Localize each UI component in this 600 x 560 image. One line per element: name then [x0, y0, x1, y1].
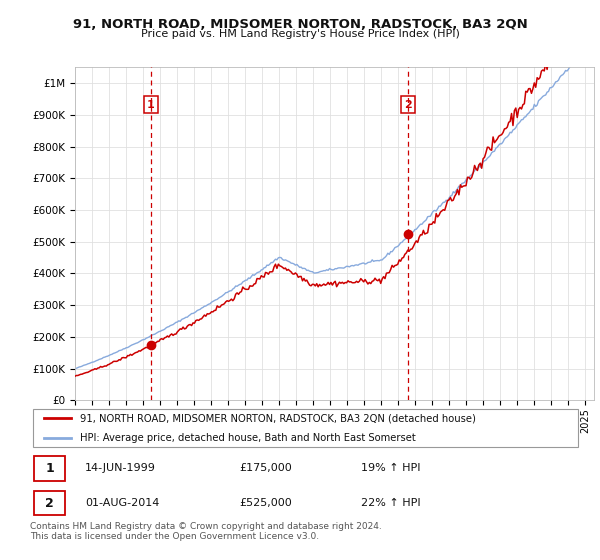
- Text: 1: 1: [45, 462, 54, 475]
- Text: HPI: Average price, detached house, Bath and North East Somerset: HPI: Average price, detached house, Bath…: [80, 433, 415, 443]
- Text: 2: 2: [45, 497, 54, 510]
- Text: Contains HM Land Registry data © Crown copyright and database right 2024.
This d: Contains HM Land Registry data © Crown c…: [30, 522, 382, 542]
- Text: Price paid vs. HM Land Registry's House Price Index (HPI): Price paid vs. HM Land Registry's House …: [140, 29, 460, 39]
- Text: £525,000: £525,000: [240, 498, 293, 508]
- Text: 91, NORTH ROAD, MIDSOMER NORTON, RADSTOCK, BA3 2QN: 91, NORTH ROAD, MIDSOMER NORTON, RADSTOC…: [73, 18, 527, 31]
- Text: 22% ↑ HPI: 22% ↑ HPI: [361, 498, 421, 508]
- FancyBboxPatch shape: [34, 456, 65, 480]
- Text: 2: 2: [404, 100, 412, 110]
- Text: 19% ↑ HPI: 19% ↑ HPI: [361, 464, 421, 473]
- Text: 14-JUN-1999: 14-JUN-1999: [85, 464, 156, 473]
- Text: 91, NORTH ROAD, MIDSOMER NORTON, RADSTOCK, BA3 2QN (detached house): 91, NORTH ROAD, MIDSOMER NORTON, RADSTOC…: [80, 413, 476, 423]
- Text: 01-AUG-2014: 01-AUG-2014: [85, 498, 160, 508]
- Text: 1: 1: [147, 100, 155, 110]
- FancyBboxPatch shape: [33, 409, 578, 447]
- FancyBboxPatch shape: [34, 491, 65, 515]
- Text: £175,000: £175,000: [240, 464, 293, 473]
